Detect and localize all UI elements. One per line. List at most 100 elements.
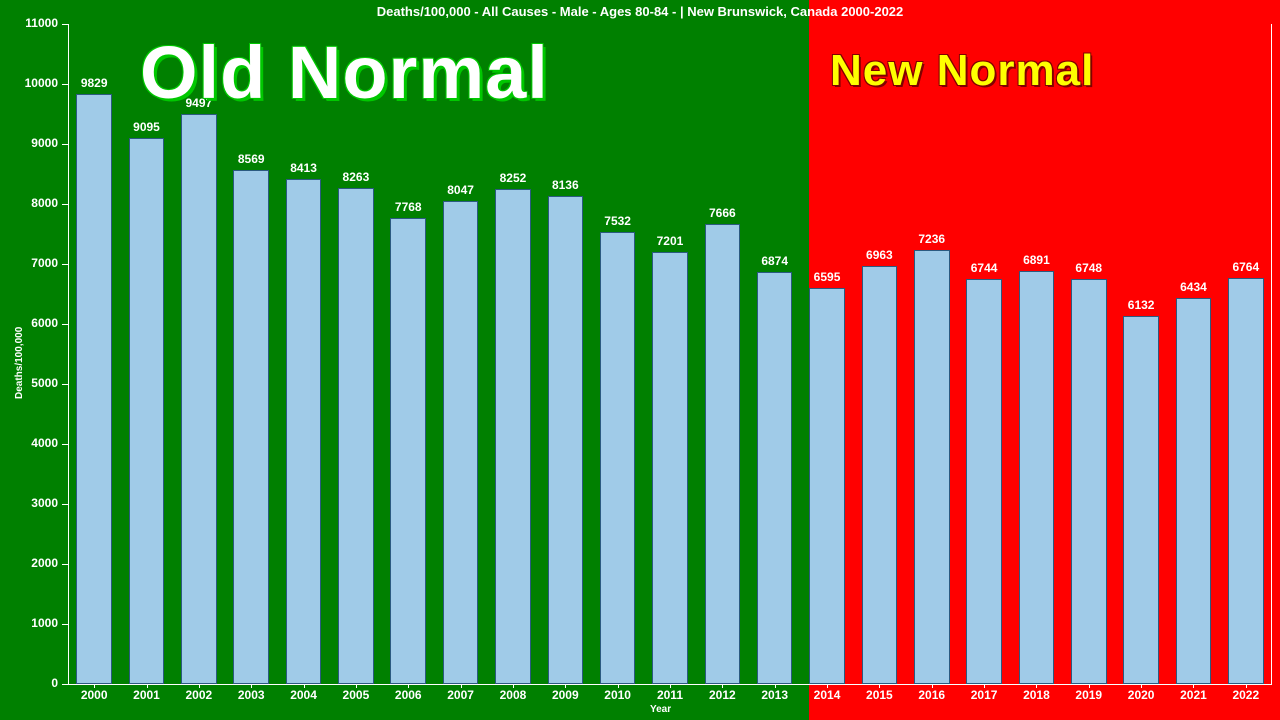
y-tick-mark bbox=[62, 444, 68, 445]
x-tick-label: 2006 bbox=[382, 688, 434, 702]
bar-value-label: 8136 bbox=[539, 178, 591, 192]
bar-value-label: 8413 bbox=[277, 161, 329, 175]
y-tick-mark bbox=[62, 684, 68, 685]
x-tick-label: 2001 bbox=[120, 688, 172, 702]
bar bbox=[652, 252, 688, 684]
bar-value-label: 7532 bbox=[591, 214, 643, 228]
y-tick-label: 11000 bbox=[0, 16, 58, 30]
x-tick-mark bbox=[775, 684, 776, 688]
bar-value-label: 8263 bbox=[330, 170, 382, 184]
bar-value-label: 6764 bbox=[1220, 260, 1272, 274]
x-tick-mark bbox=[94, 684, 95, 688]
y-tick-mark bbox=[62, 384, 68, 385]
y-tick-mark bbox=[62, 564, 68, 565]
x-tick-mark bbox=[1193, 684, 1194, 688]
x-tick-mark bbox=[304, 684, 305, 688]
bar-value-label: 6963 bbox=[853, 248, 905, 262]
x-tick-mark bbox=[827, 684, 828, 688]
bar bbox=[390, 218, 426, 684]
chart-container: Deaths/100,000 - All Causes - Male - Age… bbox=[0, 0, 1280, 720]
x-tick-label: 2018 bbox=[1010, 688, 1062, 702]
new-normal-overlay: New Normal bbox=[830, 46, 1094, 96]
bar bbox=[1176, 298, 1212, 684]
x-tick-mark bbox=[356, 684, 357, 688]
y-tick-label: 6000 bbox=[0, 316, 58, 330]
bar bbox=[129, 138, 165, 684]
bar bbox=[862, 266, 898, 684]
y-tick-mark bbox=[62, 84, 68, 85]
x-tick-label: 2022 bbox=[1220, 688, 1272, 702]
right-axis-line bbox=[1271, 24, 1272, 684]
y-tick-mark bbox=[62, 504, 68, 505]
bar-value-label: 7236 bbox=[906, 232, 958, 246]
chart-title: Deaths/100,000 - All Causes - Male - Age… bbox=[377, 4, 904, 19]
bar-value-label: 6132 bbox=[1115, 298, 1167, 312]
bar bbox=[286, 179, 322, 684]
x-tick-mark bbox=[565, 684, 566, 688]
bar-value-label: 6744 bbox=[958, 261, 1010, 275]
x-tick-mark bbox=[251, 684, 252, 688]
bar bbox=[600, 232, 636, 684]
x-tick-label: 2008 bbox=[487, 688, 539, 702]
x-tick-mark bbox=[670, 684, 671, 688]
x-tick-label: 2011 bbox=[644, 688, 696, 702]
x-tick-label: 2003 bbox=[225, 688, 277, 702]
bar bbox=[1123, 316, 1159, 684]
x-tick-mark bbox=[1036, 684, 1037, 688]
bar bbox=[548, 196, 584, 684]
x-tick-mark bbox=[461, 684, 462, 688]
bar bbox=[338, 188, 374, 684]
x-tick-label: 2009 bbox=[539, 688, 591, 702]
x-axis-title: Year bbox=[650, 704, 671, 715]
x-tick-mark bbox=[618, 684, 619, 688]
bar-value-label: 8569 bbox=[225, 152, 277, 166]
y-tick-label: 2000 bbox=[0, 556, 58, 570]
x-tick-mark bbox=[408, 684, 409, 688]
bar bbox=[966, 279, 1002, 684]
bar-value-label: 9095 bbox=[120, 120, 172, 134]
bar-value-label: 7768 bbox=[382, 200, 434, 214]
x-tick-mark bbox=[147, 684, 148, 688]
x-tick-mark bbox=[984, 684, 985, 688]
y-axis-line bbox=[68, 24, 69, 684]
bar-value-label: 6891 bbox=[1010, 253, 1062, 267]
y-tick-label: 8000 bbox=[0, 196, 58, 210]
x-tick-label: 2012 bbox=[696, 688, 748, 702]
x-tick-mark bbox=[199, 684, 200, 688]
y-tick-mark bbox=[62, 204, 68, 205]
y-tick-mark bbox=[62, 324, 68, 325]
bar bbox=[914, 250, 950, 684]
x-tick-label: 2010 bbox=[591, 688, 643, 702]
bar-value-label: 6748 bbox=[1063, 261, 1115, 275]
bar-value-label: 9829 bbox=[68, 76, 120, 90]
x-tick-mark bbox=[722, 684, 723, 688]
bar bbox=[1228, 278, 1264, 684]
x-tick-label: 2007 bbox=[434, 688, 486, 702]
bar-value-label: 6595 bbox=[801, 270, 853, 284]
bar-value-label: 8047 bbox=[434, 183, 486, 197]
x-tick-mark bbox=[1089, 684, 1090, 688]
bar bbox=[757, 272, 793, 684]
x-tick-label: 2021 bbox=[1167, 688, 1219, 702]
x-tick-mark bbox=[1246, 684, 1247, 688]
y-tick-label: 1000 bbox=[0, 616, 58, 630]
x-tick-mark bbox=[879, 684, 880, 688]
y-tick-label: 10000 bbox=[0, 76, 58, 90]
bar bbox=[809, 288, 845, 684]
y-tick-mark bbox=[62, 264, 68, 265]
y-tick-label: 4000 bbox=[0, 436, 58, 450]
x-tick-mark bbox=[932, 684, 933, 688]
bar bbox=[705, 224, 741, 684]
x-tick-label: 2017 bbox=[958, 688, 1010, 702]
bar bbox=[1071, 279, 1107, 684]
x-tick-mark bbox=[513, 684, 514, 688]
bar bbox=[1019, 271, 1055, 684]
x-tick-label: 2020 bbox=[1115, 688, 1167, 702]
x-tick-label: 2002 bbox=[173, 688, 225, 702]
old-normal-overlay: Old Normal bbox=[140, 30, 549, 115]
x-tick-label: 2013 bbox=[749, 688, 801, 702]
bar bbox=[233, 170, 269, 684]
y-tick-label: 9000 bbox=[0, 136, 58, 150]
bar bbox=[495, 189, 531, 684]
x-tick-label: 2014 bbox=[801, 688, 853, 702]
